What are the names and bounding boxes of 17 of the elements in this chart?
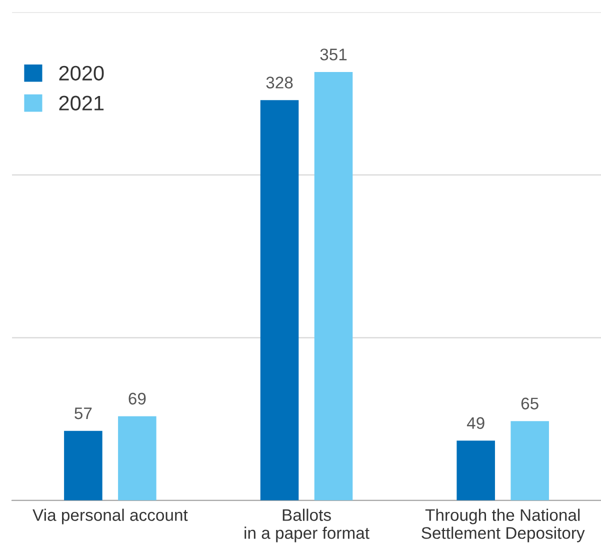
bar	[510, 421, 549, 500]
data-label: 65	[521, 398, 538, 410]
x-tick-label: Ballots in a paper format	[244, 508, 370, 542]
bar	[314, 72, 353, 500]
data-label: 351	[320, 48, 347, 60]
data-label: 328	[266, 76, 293, 88]
bar	[118, 416, 156, 500]
legend-label: 2020	[59, 66, 104, 81]
legend-label: 2021	[59, 96, 104, 111]
data-label: 57	[74, 408, 92, 420]
x-tick-label: Through the National Settlement Depository	[422, 508, 585, 542]
bar	[456, 440, 495, 500]
data-label: 69	[128, 392, 146, 405]
x-tick-label: Via personal account	[32, 508, 188, 524]
bar	[64, 430, 102, 500]
bar	[260, 100, 299, 500]
data-label: 49	[466, 417, 484, 429]
